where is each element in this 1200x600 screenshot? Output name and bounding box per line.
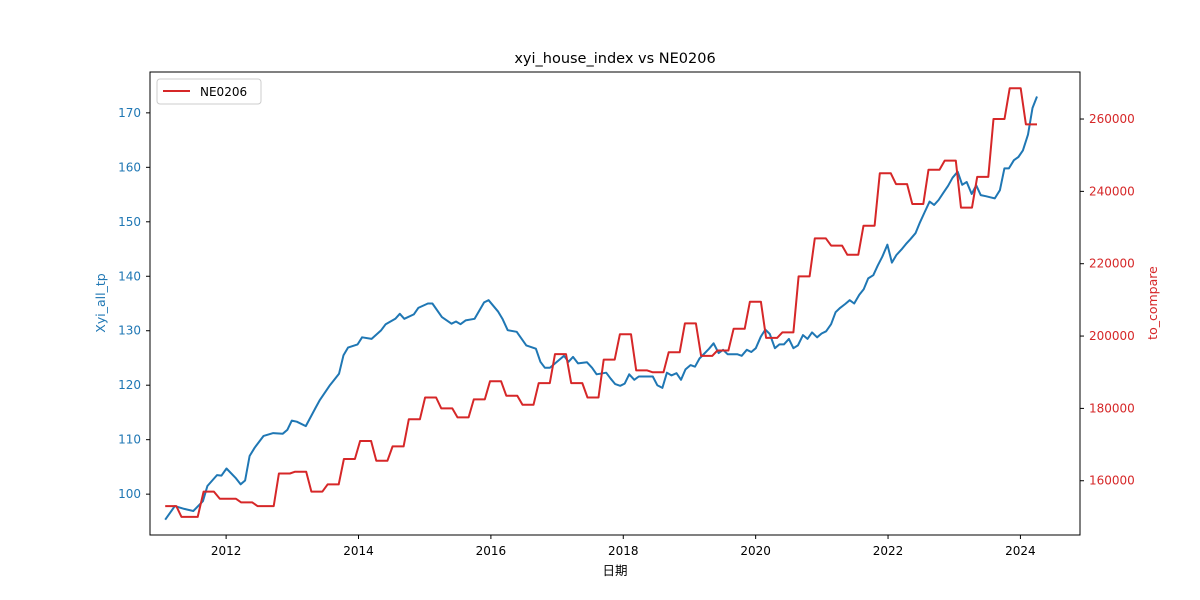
- legend-label-ne0206: NE0206: [200, 85, 247, 99]
- y-left-tick-label: 140: [118, 269, 141, 283]
- x-tick-label: 2012: [211, 544, 242, 558]
- y-right-tick-label: 160000: [1089, 474, 1135, 488]
- legend: NE0206: [156, 78, 262, 105]
- y-left-tick-label: 100: [118, 487, 141, 501]
- x-tick-label: 2014: [343, 544, 374, 558]
- y-left-tick-label: 130: [118, 324, 141, 338]
- y-right-tick-label: 180000: [1089, 401, 1135, 415]
- y-left-tick-label: 170: [118, 106, 141, 120]
- y-axis-right-title: to_compare: [1145, 266, 1160, 340]
- plot-frame: [149, 71, 1081, 536]
- series-line-xyi-all-tp: [164, 96, 1038, 521]
- x-tick-label: 2018: [608, 544, 639, 558]
- y-right-tick-label: 220000: [1089, 257, 1135, 271]
- series-line-ne0206: [165, 87, 1037, 518]
- y-axis-left-title: Xyi_all_tp: [93, 273, 108, 332]
- y-left-tick-label: 110: [118, 433, 141, 447]
- x-tick-label: 2020: [740, 544, 771, 558]
- x-tick-label: 2016: [476, 544, 507, 558]
- y-right-tick-label: 260000: [1089, 112, 1135, 126]
- y-right-tick-label: 240000: [1089, 184, 1135, 198]
- x-tick-label: 2024: [1005, 544, 1036, 558]
- x-axis-title: 日期: [602, 563, 627, 578]
- plot-lines: [164, 87, 1038, 521]
- x-tick-label: 2022: [873, 544, 904, 558]
- y-left-tick-label: 120: [118, 378, 141, 392]
- y-right-tick-label: 200000: [1089, 329, 1135, 343]
- legend-box: [156, 78, 262, 105]
- y-left-tick-label: 160: [118, 160, 141, 174]
- y-left-tick-label: 150: [118, 215, 141, 229]
- chart-title: xyi_house_index vs NE0206: [514, 51, 715, 67]
